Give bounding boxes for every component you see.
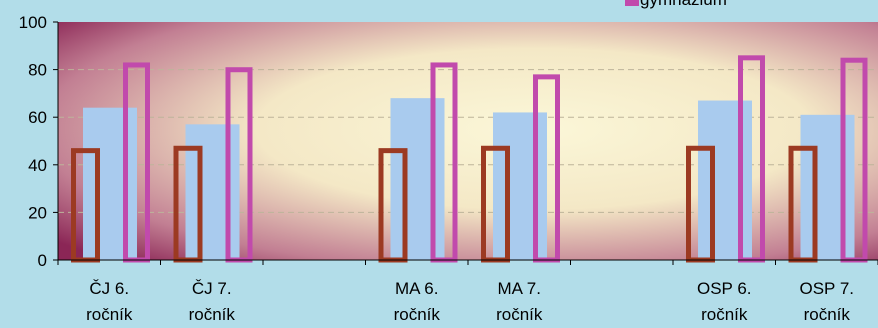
bars [71,55,868,263]
y-tick-label: 0 [38,251,47,270]
bar-series-2 [698,100,752,260]
bar-series-2 [800,114,855,260]
bar-series-2 [390,98,445,260]
x-tick-label: ČJ 6. ročník [86,279,133,323]
x-tick-label: OSP 7. ročník [800,279,855,323]
legend-swatch-gymnazium [625,0,639,6]
y-tick-label: 100 [19,13,47,32]
bar-series-2 [185,124,240,260]
bar-series-2 [83,107,137,261]
legend-label-gymnazium: gymnázium [640,0,727,9]
x-tick-label: MA 6. ročník [394,279,441,323]
x-tick-labels: ČJ 6. ročník ČJ 7. ročník MA 6. ročník MA 7. ro… [57,260,878,324]
y-tick-label: 80 [28,61,47,80]
legend: gymnázium [625,0,727,9]
bar-series-2 [493,112,547,260]
x-tick-label: ČJ 7. ročník [189,279,236,323]
y-tick-labels: 0 20 40 60 80 100 [19,13,58,270]
y-tick-label: 20 [28,203,47,222]
x-tick-label: OSP 6. ročník [697,279,752,323]
y-tick-label: 60 [28,108,47,127]
y-tick-label: 40 [28,156,47,175]
x-tick-label: MA 7. ročník [496,279,543,323]
